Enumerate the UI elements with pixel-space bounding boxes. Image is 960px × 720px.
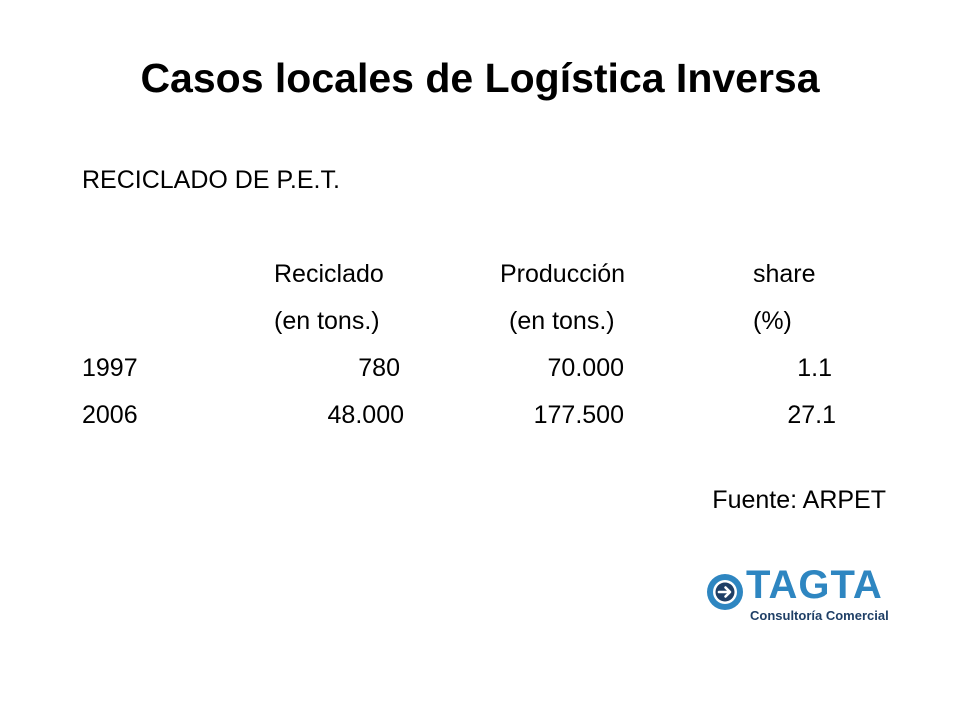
- cell-reciclado: 48.000: [327, 401, 404, 429]
- cell-share: 27.1: [787, 401, 836, 429]
- cell-produccion: 70.000: [547, 354, 624, 382]
- slide-title: Casos locales de Logística Inversa: [140, 55, 820, 101]
- header-produccion: Producción: [500, 260, 626, 288]
- arrow-right-circle-icon: [707, 574, 743, 610]
- tagta-logo: TAGTA Consultoría Comercial: [706, 565, 896, 625]
- cell-share: 1.1: [797, 354, 832, 382]
- logo-tagline: Consultoría Comercial: [750, 608, 889, 623]
- row-year: 1997: [82, 354, 138, 382]
- row-year: 2006: [82, 401, 138, 429]
- source-note: Fuente: ARPET: [712, 486, 886, 514]
- header-share: share: [753, 260, 816, 288]
- section-subtitle: RECICLADO DE P.E.T.: [82, 166, 340, 194]
- header-share-unit: (%): [753, 307, 792, 335]
- cell-produccion: 177.500: [533, 401, 624, 429]
- header-reciclado: Reciclado: [274, 260, 384, 288]
- header-reciclado-unit: (en tons.): [274, 307, 380, 335]
- cell-reciclado: 780: [358, 354, 400, 382]
- header-produccion-unit: (en tons.): [509, 307, 615, 335]
- logo-name: TAGTA: [746, 563, 883, 607]
